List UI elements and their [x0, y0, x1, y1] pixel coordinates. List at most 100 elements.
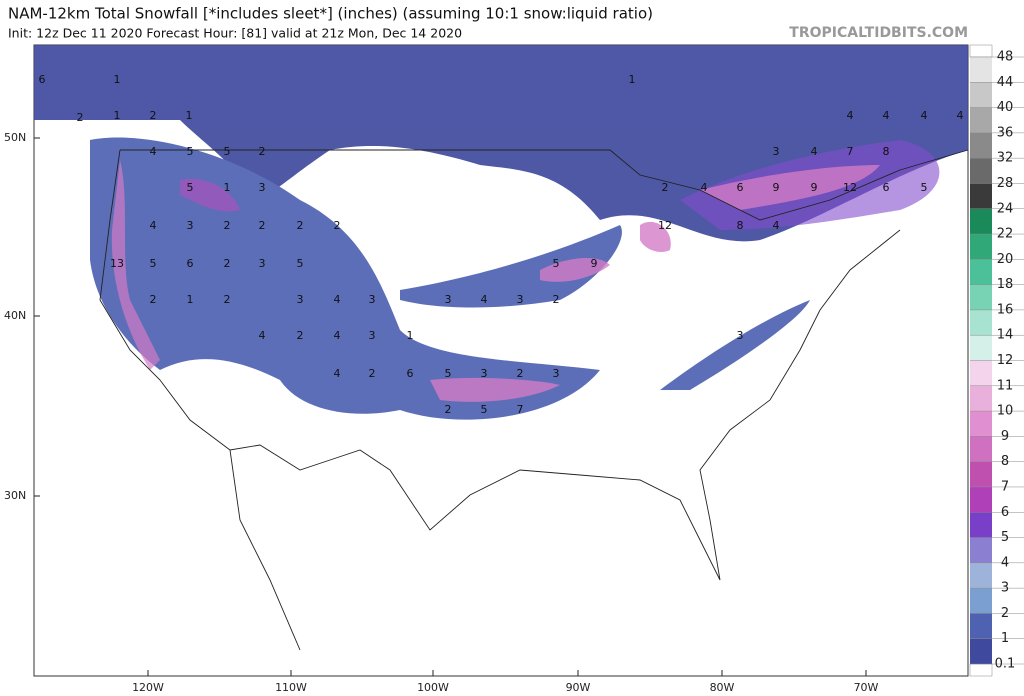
- snow-field: [34, 45, 968, 420]
- colorbar-bottom: [969, 663, 993, 677]
- map-value-label: 4: [847, 109, 854, 122]
- colorbar-label: 40: [997, 100, 1014, 115]
- colorbar-top: [969, 44, 993, 58]
- colorbar-swatch: [970, 562, 992, 589]
- map-value-label: 1: [629, 73, 636, 86]
- map-value-label: 8: [883, 145, 890, 158]
- lon-label: 90W: [566, 681, 591, 694]
- map-value-label: 4: [811, 145, 818, 158]
- map-value-label: 1: [224, 181, 231, 194]
- map-value-label: 2: [150, 293, 157, 306]
- colorbar-swatch: [970, 259, 992, 285]
- map-value-label: 5: [224, 145, 231, 158]
- lat-label: 40N: [4, 309, 26, 322]
- map-value-label: 4: [481, 293, 488, 306]
- colorbar-label: 32: [997, 151, 1014, 166]
- colorbar-swatch: [970, 638, 992, 664]
- map-value-label: 1: [186, 109, 193, 122]
- colorbar-swatch: [970, 208, 992, 235]
- colorbar-label: 14: [997, 328, 1014, 343]
- map-value-label: 2: [224, 219, 231, 232]
- map-value-label: 7: [517, 403, 524, 416]
- colorbar-label: 3: [1001, 581, 1009, 596]
- colorbar-label: 6: [1001, 505, 1009, 520]
- lon-label: 100W: [417, 681, 449, 694]
- map-value-label: 6: [407, 367, 414, 380]
- map-value-label: 4: [957, 109, 964, 122]
- map-value-label: 9: [811, 181, 818, 194]
- map-value-label: 2: [259, 145, 266, 158]
- map-value-label: 3: [773, 145, 780, 158]
- map-value-label: 4: [150, 219, 157, 232]
- map-value-label: 3: [297, 293, 304, 306]
- map-value-label: 2: [224, 257, 231, 270]
- map-value-label: 2: [445, 403, 452, 416]
- map-value-label: 3: [187, 219, 194, 232]
- colorbar-swatch: [970, 335, 992, 361]
- map-value-label: 4: [334, 293, 341, 306]
- map-value-label: 2: [150, 109, 157, 122]
- map-value-label: 2: [369, 367, 376, 380]
- lat-label: 30N: [4, 489, 26, 502]
- colorbar-swatch: [970, 486, 992, 513]
- map-value-label: 4: [883, 109, 890, 122]
- map-value-label: 1: [187, 293, 194, 306]
- map-value-label: 7: [847, 145, 854, 158]
- map-value-label: 8: [737, 219, 744, 232]
- map-value-label: 3: [259, 181, 266, 194]
- colorbar-label: 10: [997, 404, 1014, 419]
- colorbar-label: 44: [997, 75, 1014, 90]
- lon-label: 110W: [275, 681, 307, 694]
- map-value-label: 9: [773, 181, 780, 194]
- colorbar-swatch: [970, 385, 992, 412]
- map-value-label: 3: [369, 293, 376, 306]
- colorbar-label: 12: [997, 353, 1014, 368]
- lon-label: 80W: [710, 681, 735, 694]
- map-value-label: 5: [481, 403, 488, 416]
- map-value-label: 2: [297, 219, 304, 232]
- colorbar-label: 36: [997, 125, 1014, 140]
- map-value-label: 3: [369, 329, 376, 342]
- map-value-label: 5: [553, 257, 560, 270]
- map-value-label: 4: [921, 109, 928, 122]
- lon-label: 120W: [132, 681, 164, 694]
- map-value-label: 5: [187, 181, 194, 194]
- map-value-label: 4: [701, 181, 708, 194]
- map-value-label: 6: [883, 181, 890, 194]
- map-value-label: 2: [334, 219, 341, 232]
- title: NAM-12km Total Snowfall [*includes sleet…: [8, 5, 653, 23]
- map-value-label: 2: [553, 293, 560, 306]
- map-value-label: 5: [187, 145, 194, 158]
- map-value-label: 9: [591, 257, 598, 270]
- colorbar-swatch: [970, 512, 992, 538]
- map-value-label: 5: [150, 257, 157, 270]
- map-value-label: 4: [334, 329, 341, 342]
- colorbar-label: 2: [1001, 606, 1009, 621]
- colorbar-label: 0.1: [995, 657, 1016, 672]
- map-value-label: 6: [39, 73, 46, 86]
- map-value-label: 2: [517, 367, 524, 380]
- map-value-label: 4: [773, 219, 780, 232]
- map-value-label: 12: [843, 181, 857, 194]
- colorbar-swatch: [970, 284, 992, 310]
- lon-label: 70W: [854, 681, 879, 694]
- map-value-label: 6: [187, 257, 194, 270]
- map-value-label: 13: [110, 257, 124, 270]
- map-value-label: 2: [662, 181, 669, 194]
- colorbar-label: 28: [997, 176, 1014, 191]
- map-value-label: 6: [737, 181, 744, 194]
- colorbar-label: 5: [1001, 530, 1009, 545]
- colorbar-swatch: [970, 461, 992, 487]
- colorbar-swatch: [970, 234, 992, 260]
- colorbar-swatch: [970, 411, 992, 437]
- colorbar-label: 16: [997, 302, 1014, 317]
- colorbar-label: 8: [1001, 454, 1009, 469]
- map-value-label: 5: [297, 257, 304, 270]
- colorbar-swatch: [970, 57, 992, 83]
- map-value-label: 2: [77, 111, 84, 124]
- map-value-label: 5: [921, 181, 928, 194]
- map-labels: 6 12 1 2 14 5 5 25 1 34 3 2 2 2 213 5 6 2 3 52 1 2 3 4 34 2 4 3 14 2 6…: [39, 73, 964, 416]
- map-value-label: 4: [334, 367, 341, 380]
